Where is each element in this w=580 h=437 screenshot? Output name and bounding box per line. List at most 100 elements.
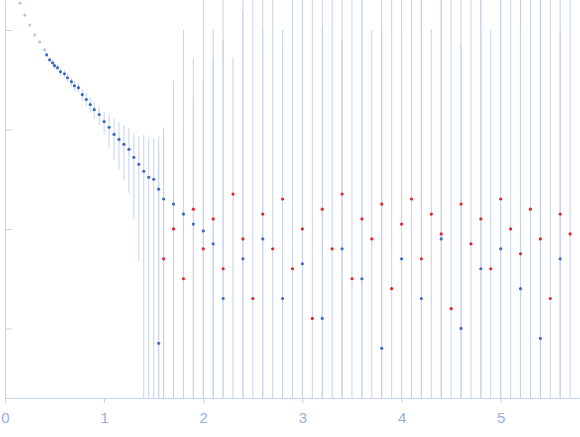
x-tick-label: 1 xyxy=(100,409,108,426)
point xyxy=(222,297,225,300)
point xyxy=(202,229,205,232)
error-bar xyxy=(520,30,521,398)
point xyxy=(241,257,244,260)
y-tick-mark xyxy=(5,229,12,230)
points xyxy=(45,53,562,350)
point xyxy=(519,287,522,290)
error-bar xyxy=(282,51,283,398)
x-tick-mark xyxy=(104,398,105,403)
point xyxy=(66,76,69,79)
point xyxy=(331,247,334,250)
error-bar xyxy=(550,0,551,398)
point xyxy=(360,277,363,280)
point xyxy=(157,188,160,191)
point xyxy=(38,40,41,43)
point xyxy=(43,48,46,51)
point xyxy=(56,66,59,69)
error-bar xyxy=(441,0,442,398)
error-bar xyxy=(213,29,214,398)
point xyxy=(410,197,413,200)
point xyxy=(33,33,36,36)
point xyxy=(380,202,383,205)
error-bar xyxy=(233,58,234,398)
point xyxy=(103,120,106,123)
point xyxy=(212,217,215,220)
error-bar xyxy=(109,113,110,148)
error-bar xyxy=(361,0,362,398)
point xyxy=(499,247,502,250)
x-tick: 5 xyxy=(497,398,505,426)
error-bar xyxy=(490,30,491,398)
points xyxy=(18,2,46,52)
point xyxy=(98,113,101,116)
error-bar xyxy=(322,0,323,398)
point xyxy=(459,327,462,330)
error-bars xyxy=(47,0,561,398)
point xyxy=(45,53,48,56)
point xyxy=(93,108,96,111)
error-bar xyxy=(401,29,402,398)
error-bar xyxy=(520,0,521,398)
point xyxy=(549,297,552,300)
error-bar xyxy=(560,0,561,398)
point xyxy=(182,213,185,216)
point xyxy=(499,197,502,200)
error-bar xyxy=(342,38,343,398)
error-bar xyxy=(510,0,511,398)
point xyxy=(568,232,571,235)
y-tick-mark xyxy=(5,129,12,130)
error-bar xyxy=(252,0,253,398)
point xyxy=(162,257,165,260)
error-bars xyxy=(164,0,570,398)
point xyxy=(350,277,353,280)
error-bar xyxy=(381,0,382,398)
point xyxy=(321,208,324,211)
point xyxy=(281,197,284,200)
error-bar xyxy=(371,30,372,398)
point xyxy=(380,347,383,350)
x-tick: 2 xyxy=(200,398,208,426)
point xyxy=(117,138,120,141)
point xyxy=(459,202,462,205)
error-bars xyxy=(20,3,45,52)
y-tick xyxy=(5,229,12,230)
point xyxy=(122,143,125,146)
error-bar xyxy=(421,0,422,398)
point xyxy=(360,217,363,220)
point xyxy=(311,317,314,320)
x-tick-mark xyxy=(203,398,204,403)
error-bar xyxy=(441,0,442,398)
point xyxy=(112,133,115,136)
y-tick-mark xyxy=(5,30,12,31)
point xyxy=(519,252,522,255)
x-tick: 0 xyxy=(1,398,9,426)
error-bar xyxy=(421,0,422,398)
point xyxy=(559,257,562,260)
x-tick-mark xyxy=(5,398,6,403)
error-bar xyxy=(153,138,154,398)
point xyxy=(107,126,110,129)
point xyxy=(142,170,145,173)
point xyxy=(469,242,472,245)
point xyxy=(162,197,165,200)
x-tick-label: 4 xyxy=(398,409,406,426)
point xyxy=(479,267,482,270)
error-bar xyxy=(351,0,352,398)
point xyxy=(340,247,343,250)
point xyxy=(23,14,26,17)
x-tick-label: 3 xyxy=(299,409,307,426)
point xyxy=(261,213,264,216)
point xyxy=(420,297,423,300)
error-bar xyxy=(480,0,481,398)
x-tick: 4 xyxy=(398,398,406,426)
y-tick xyxy=(5,328,12,329)
error-bar xyxy=(223,0,224,398)
point xyxy=(291,267,294,270)
error-bar xyxy=(272,0,273,398)
point xyxy=(77,86,80,89)
point xyxy=(202,247,205,250)
error-bar xyxy=(119,122,120,170)
point xyxy=(63,72,66,75)
point xyxy=(281,297,284,300)
y-axis xyxy=(5,1,12,399)
